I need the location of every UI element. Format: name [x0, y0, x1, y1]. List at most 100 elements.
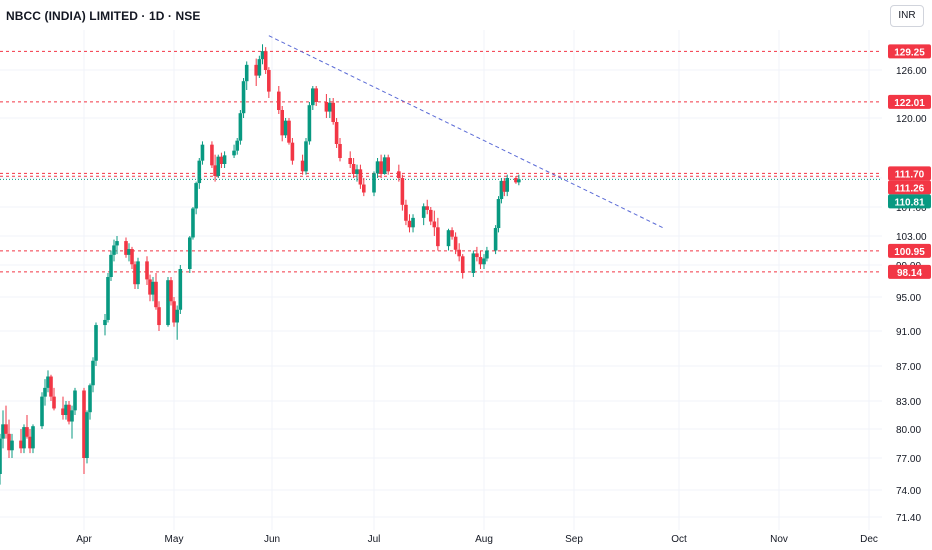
candle-body[interactable] [64, 404, 68, 415]
candle-body[interactable] [0, 438, 2, 474]
candle-body[interactable] [67, 404, 71, 422]
candle-body[interactable] [61, 408, 65, 415]
candle-body[interactable] [145, 261, 149, 280]
candle-body[interactable] [151, 281, 155, 295]
candle-body[interactable] [235, 140, 240, 151]
candle-body[interactable] [109, 254, 113, 277]
candle-body[interactable] [82, 390, 86, 459]
candle-body[interactable] [386, 157, 390, 172]
candle-body[interactable] [300, 160, 305, 172]
candle-body[interactable] [446, 230, 451, 247]
candle-body[interactable] [505, 178, 510, 192]
candle-body[interactable] [154, 281, 158, 308]
candle-body[interactable] [287, 120, 291, 143]
candle-body[interactable] [172, 301, 176, 323]
candle-body[interactable] [267, 70, 271, 92]
candle-body[interactable] [124, 241, 128, 255]
candle-body[interactable] [496, 199, 501, 229]
candle-body[interactable] [85, 412, 89, 458]
candle-body[interactable] [475, 253, 479, 258]
candle-body[interactable] [133, 264, 137, 285]
candle-body[interactable] [210, 144, 214, 166]
candle-body[interactable] [213, 165, 217, 176]
candle-body[interactable] [7, 433, 11, 451]
candle-body[interactable] [514, 178, 518, 183]
candle-body[interactable] [411, 217, 415, 228]
candle-body[interactable] [127, 249, 131, 255]
candle-body[interactable] [482, 258, 486, 265]
candle-body[interactable] [40, 396, 44, 427]
candle-body[interactable] [222, 155, 227, 164]
candle-body[interactable] [517, 179, 521, 183]
candle-body[interactable] [94, 325, 98, 361]
candle-body[interactable] [136, 261, 140, 285]
candle-body[interactable] [166, 280, 170, 326]
candle-body[interactable] [338, 144, 342, 158]
candle-body[interactable] [148, 279, 152, 295]
candle-body[interactable] [290, 142, 295, 161]
candle-body[interactable] [169, 280, 173, 302]
candle-body[interactable] [49, 376, 53, 397]
candle-body[interactable] [103, 319, 107, 326]
candle-body[interactable] [471, 253, 476, 273]
candle-body[interactable] [43, 387, 47, 397]
candle-body[interactable] [31, 426, 35, 449]
candle-body[interactable] [502, 180, 507, 192]
candle-body[interactable] [106, 277, 110, 320]
candle-body[interactable] [191, 208, 195, 238]
trendline[interactable] [268, 35, 666, 230]
candle-body[interactable] [1, 424, 5, 439]
candle-body[interactable] [425, 206, 430, 210]
candle-body[interactable] [314, 88, 318, 102]
candle-body[interactable] [375, 161, 380, 174]
candle-body[interactable] [232, 150, 236, 156]
candle-body[interactable] [257, 59, 262, 76]
candles[interactable] [0, 44, 521, 485]
candle-body[interactable] [188, 237, 192, 269]
candle-body[interactable] [157, 307, 161, 326]
currency-button[interactable]: INR [890, 5, 924, 27]
candle-body[interactable] [263, 51, 268, 70]
candle-body[interactable] [52, 396, 56, 409]
candle-body[interactable] [436, 227, 440, 247]
candle-body[interactable] [197, 160, 202, 184]
candle-body[interactable] [362, 184, 366, 193]
candle-body[interactable] [453, 236, 458, 250]
candle-body[interactable] [277, 91, 281, 110]
candle-body[interactable] [407, 220, 412, 228]
trendline-descending[interactable] [268, 35, 666, 230]
candle-body[interactable] [334, 122, 339, 144]
candle-body[interactable] [457, 249, 461, 257]
candle-body[interactable] [304, 141, 308, 172]
candle-body[interactable] [254, 64, 258, 76]
candle-body[interactable] [485, 250, 489, 259]
candle-body[interactable] [130, 249, 134, 265]
candle-body[interactable] [10, 440, 14, 451]
candle-body[interactable] [4, 424, 8, 434]
candle-body[interactable] [238, 113, 243, 141]
candle-body[interactable] [115, 241, 119, 246]
candle-body[interactable] [331, 102, 335, 122]
candle-body[interactable] [358, 169, 363, 185]
candle-body[interactable] [355, 169, 359, 174]
candle-body[interactable] [216, 156, 221, 176]
candle-body[interactable] [91, 360, 95, 386]
candle-body[interactable] [404, 204, 408, 221]
candle-body[interactable] [400, 178, 405, 205]
candle-body[interactable] [244, 64, 249, 82]
candle-body[interactable] [46, 376, 50, 388]
candle-body[interactable] [499, 180, 504, 200]
candle-body[interactable] [260, 51, 265, 60]
candle-body[interactable] [283, 120, 288, 136]
candle-body[interactable] [493, 228, 498, 251]
candle-body[interactable] [382, 157, 387, 174]
candle-body[interactable] [200, 144, 205, 161]
candle-body[interactable] [432, 221, 437, 228]
candle-body[interactable] [219, 156, 224, 164]
candle-body[interactable] [241, 81, 246, 114]
candle-body[interactable] [379, 161, 383, 174]
candle-body[interactable] [372, 173, 376, 193]
candle-body[interactable] [324, 102, 329, 112]
candle-body[interactable] [428, 209, 433, 222]
